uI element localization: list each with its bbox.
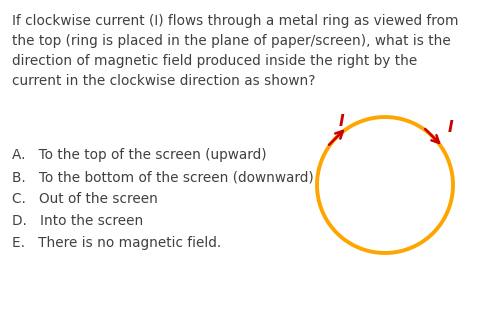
Text: I: I xyxy=(448,119,454,135)
Text: current in the clockwise direction as shown?: current in the clockwise direction as sh… xyxy=(12,74,315,88)
Text: B.   To the bottom of the screen (downward): B. To the bottom of the screen (downward… xyxy=(12,170,314,184)
Text: I: I xyxy=(338,114,344,129)
Text: the top (ring is placed in the plane of paper/screen), what is the: the top (ring is placed in the plane of … xyxy=(12,34,451,48)
Text: C.   Out of the screen: C. Out of the screen xyxy=(12,192,158,206)
Text: direction of magnetic field produced inside the right by the: direction of magnetic field produced ins… xyxy=(12,54,417,68)
Text: E.   There is no magnetic field.: E. There is no magnetic field. xyxy=(12,236,221,250)
Text: If clockwise current (I) flows through a metal ring as viewed from: If clockwise current (I) flows through a… xyxy=(12,14,458,28)
Text: D.   Into the screen: D. Into the screen xyxy=(12,214,143,228)
Text: A.   To the top of the screen (upward): A. To the top of the screen (upward) xyxy=(12,148,267,162)
